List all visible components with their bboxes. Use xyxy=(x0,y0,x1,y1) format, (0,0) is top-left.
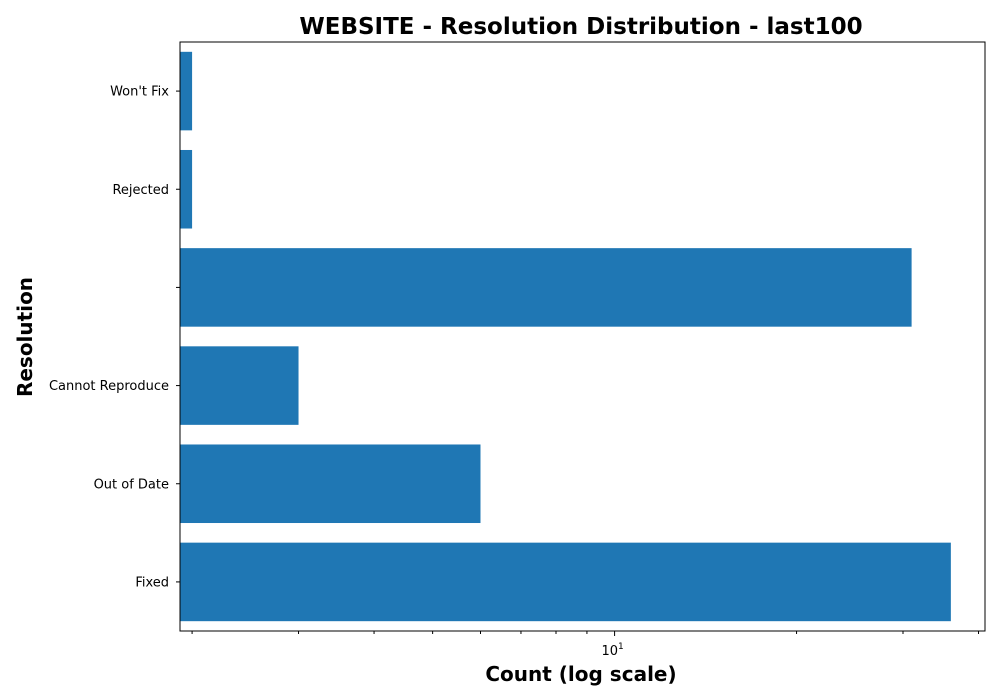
plot-frame xyxy=(179,41,986,632)
y-tick-label: Rejected xyxy=(112,183,169,198)
y-tick-label: Cannot Reproduce xyxy=(49,379,169,394)
chart-title: WEBSITE - Resolution Distribution - last… xyxy=(299,14,862,40)
y-tick-label: Out of Date xyxy=(94,477,169,492)
bars-group xyxy=(180,51,951,622)
x-axis-label: Count (log scale) xyxy=(485,662,676,686)
y-tick-label: Won't Fix xyxy=(110,85,169,100)
x-tick-label-base: 10 xyxy=(601,644,618,659)
x-ticks-group: 101 xyxy=(191,631,980,659)
y-tick-label: Fixed xyxy=(135,575,169,590)
x-tick-label: 101 xyxy=(601,642,623,659)
bar-unlabeled xyxy=(180,248,912,327)
bar-rejected xyxy=(180,149,193,229)
x-tick-label-exponent: 1 xyxy=(618,642,624,652)
bar-fixed xyxy=(180,542,951,622)
y-ticks-group: Fixed Out of Date Cannot Reproduce Rejected… xyxy=(49,85,180,590)
bar-cannot-reproduce xyxy=(180,346,299,425)
bar-out-of-date xyxy=(180,444,481,524)
y-axis-label: Resolution xyxy=(13,277,37,397)
bar-won-t-fix xyxy=(180,51,193,131)
